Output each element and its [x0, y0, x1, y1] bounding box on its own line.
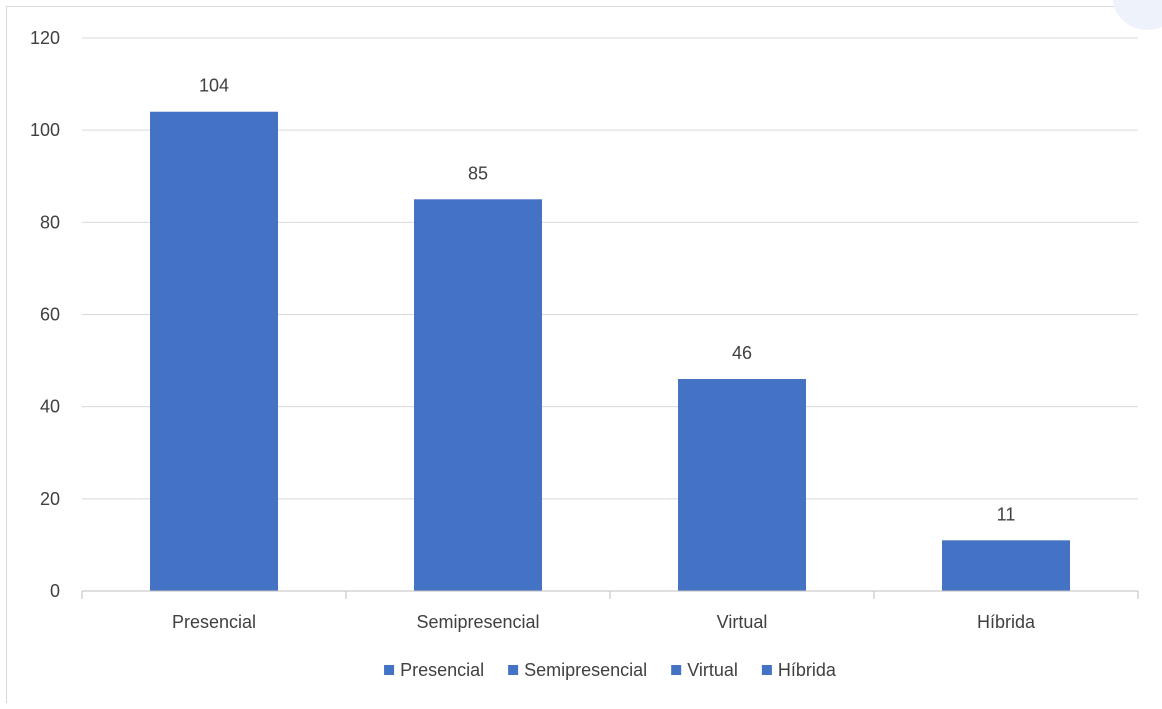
bar-semipresencial — [414, 199, 542, 591]
legend: Presencial Semipresencial Virtual Híbrida — [384, 660, 837, 680]
legend-label: Presencial — [400, 660, 484, 680]
x-tick-label: Semipresencial — [416, 612, 539, 632]
data-label: 104 — [199, 76, 229, 96]
bars: 104 85 46 11 — [150, 76, 1070, 591]
legend-label: Semipresencial — [524, 660, 647, 680]
bar-virtual — [678, 379, 806, 591]
y-tick-label: 40 — [40, 397, 60, 417]
data-label: 85 — [468, 163, 488, 183]
y-tick-label: 20 — [40, 489, 60, 509]
legend-item: Semipresencial — [508, 660, 647, 680]
legend-swatch — [761, 665, 772, 675]
data-label: 11 — [997, 504, 1016, 524]
y-tick-label: 120 — [30, 28, 60, 48]
legend-swatch — [508, 665, 519, 675]
x-axis: Presencial Semipresencial Virtual Híbrida — [81, 590, 1139, 632]
bar-presencial — [150, 111, 278, 591]
x-tick-label: Híbrida — [977, 612, 1036, 632]
bar-híbrida — [942, 540, 1070, 591]
legend-item: Presencial — [384, 660, 484, 680]
legend-swatch — [671, 665, 682, 675]
y-tick-label: 60 — [40, 305, 60, 325]
x-tick-label: Virtual — [717, 612, 768, 632]
legend-label: Híbrida — [778, 660, 837, 680]
legend-item: Híbrida — [761, 660, 837, 680]
legend-swatch — [384, 665, 395, 675]
legend-label: Virtual — [687, 660, 738, 680]
y-tick-label: 100 — [30, 120, 60, 140]
legend-item: Virtual — [671, 660, 738, 680]
y-tick-label: 0 — [50, 581, 60, 601]
x-tick-label: Presencial — [172, 612, 256, 632]
y-tick-label: 80 — [40, 212, 60, 232]
y-axis: 0 20 40 60 80 100 120 — [30, 28, 60, 601]
data-label: 46 — [732, 343, 752, 363]
